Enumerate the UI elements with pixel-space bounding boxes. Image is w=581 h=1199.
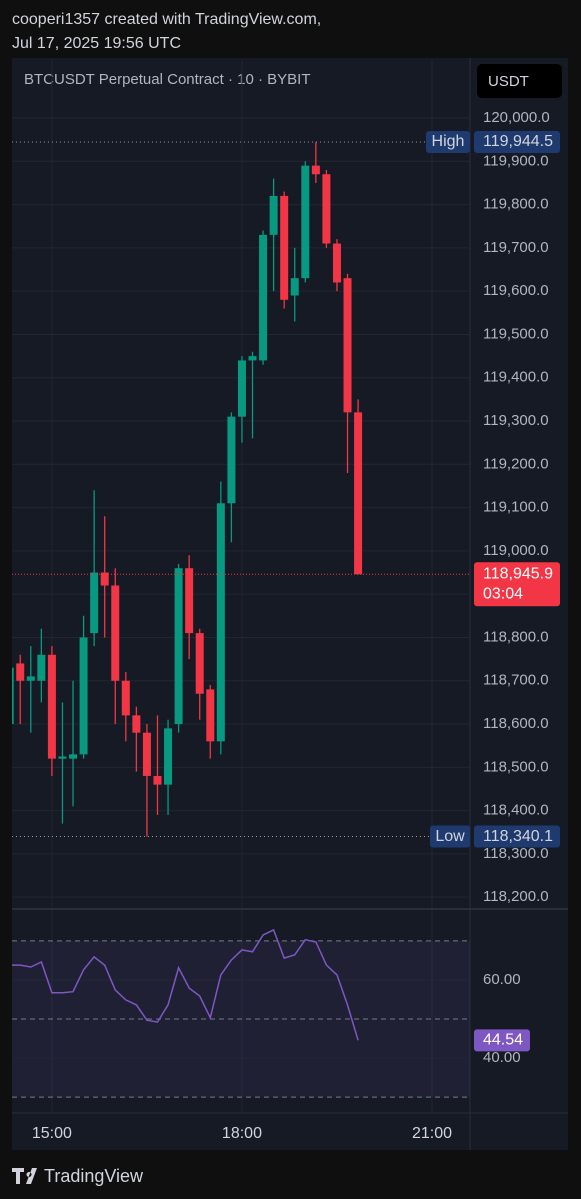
marker-value-box xyxy=(474,131,560,154)
y-tick-label: 119,200.0 xyxy=(483,455,549,472)
y-tick-label: 118,800.0 xyxy=(483,628,549,645)
candle-body xyxy=(174,568,183,725)
candle-body xyxy=(354,412,363,575)
x-tick-label: 21:00 xyxy=(412,1125,452,1142)
y-tick-label: 119,800.0 xyxy=(483,196,549,213)
y-tick-label: 118,700.0 xyxy=(483,672,549,689)
candle-body xyxy=(164,728,173,785)
marker-value: 119,944.5 xyxy=(483,133,553,150)
y-tick-label: 119,700.0 xyxy=(483,239,549,256)
candle-body xyxy=(111,585,120,681)
candle-body xyxy=(195,633,204,694)
candle-body xyxy=(248,356,257,361)
y-tick-label: 118,200.0 xyxy=(483,888,549,905)
axes: 15:00 18:00 21:00 120,000.0 119,900.0 119,800… xyxy=(32,109,560,1142)
candle-body xyxy=(311,165,320,175)
footer: TradingView xyxy=(44,1166,144,1186)
candle-body xyxy=(237,360,246,417)
y-tick-label: 119,100.0 xyxy=(483,499,549,516)
last-price-box xyxy=(474,562,560,607)
candle-body xyxy=(343,278,352,413)
y-tick-label: 119,900.0 xyxy=(483,152,549,169)
y-tick-label: 118,300.0 xyxy=(483,845,549,862)
rsi-pane xyxy=(12,910,470,1112)
marker-label: Low xyxy=(435,828,465,845)
rsi-value-box xyxy=(474,1029,530,1052)
rsi-line xyxy=(12,928,359,1041)
candle-body xyxy=(206,689,215,742)
candle-body xyxy=(121,680,130,716)
chart-title: BTCUSDT Perpetual Contract · 10 · BYBIT xyxy=(24,71,311,88)
candle-body xyxy=(290,278,299,296)
last-price: 118,945.9 xyxy=(483,566,553,583)
y-tick-label: 118,400.0 xyxy=(483,802,549,819)
candle-body xyxy=(132,715,141,733)
candle-body xyxy=(332,243,341,283)
logo xyxy=(12,1168,37,1184)
candle-body xyxy=(259,234,268,361)
y-tick-label: 118,500.0 xyxy=(483,758,549,775)
candle-body xyxy=(142,732,151,776)
candle-body xyxy=(16,663,25,681)
price-pane xyxy=(12,60,470,908)
marker-value-box xyxy=(474,825,560,848)
y-tick-label: 119,300.0 xyxy=(483,412,549,429)
marker-box xyxy=(430,825,470,848)
candle-body xyxy=(69,754,78,759)
y-tick-label: 120,000.0 xyxy=(483,109,550,126)
y-tick-label: 60.00 xyxy=(483,971,521,988)
y-tick-label: 40.00 xyxy=(483,1049,521,1066)
candle-body xyxy=(153,775,162,785)
candle-body xyxy=(37,654,46,681)
x-tick-label: 18:00 xyxy=(222,1125,262,1142)
candle-body xyxy=(301,165,310,279)
candle-body xyxy=(58,756,67,759)
countdown: 03:04 xyxy=(483,586,523,603)
candle-body xyxy=(269,195,278,235)
candle-body xyxy=(90,572,99,634)
currency[interactable]: USDT xyxy=(488,73,529,90)
candle-body xyxy=(47,654,56,759)
x-tick-label: 15:00 xyxy=(32,1125,72,1142)
y-tick-label: 118,600.0 xyxy=(483,715,549,732)
currency-button[interactable] xyxy=(477,64,562,98)
candle-body xyxy=(79,637,88,755)
marker-value: 118,340.1 xyxy=(483,828,553,845)
candle-body xyxy=(280,195,289,300)
y-tick-label: 119,000.0 xyxy=(483,542,549,559)
candle-body xyxy=(227,416,236,504)
y-tick-label: 119,600.0 xyxy=(483,282,549,299)
candle-body xyxy=(12,667,14,725)
marker-box xyxy=(426,131,470,154)
candle-body xyxy=(216,503,225,742)
rsi-value: 44.54 xyxy=(483,1032,523,1049)
candle-body xyxy=(100,572,109,586)
y-tick-label: 119,400.0 xyxy=(483,369,549,386)
header-line2: Jul 17, 2025 19:56 UTC xyxy=(12,35,181,52)
y-tick-label: 119,500.0 xyxy=(483,325,549,342)
marker-label: High xyxy=(432,133,465,150)
header-line1: cooperi1357 created with TradingView.com… xyxy=(12,11,321,28)
candle-body xyxy=(185,568,194,634)
candle-body xyxy=(322,174,331,244)
candle-body xyxy=(26,676,35,681)
